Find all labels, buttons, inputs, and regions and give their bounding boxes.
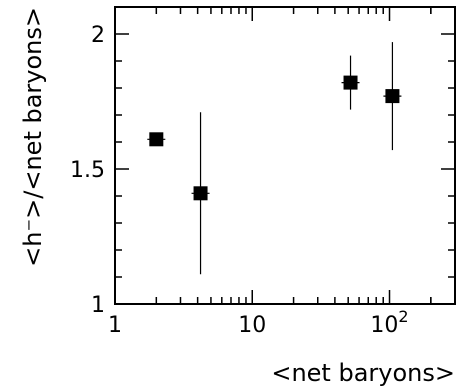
x-tick-label: 10: [238, 313, 266, 338]
x-tick-label: 1: [108, 313, 122, 338]
plot-frame: [114, 6, 456, 305]
y-tick-label: 1.5: [70, 158, 105, 183]
data-point: [193, 186, 208, 201]
x-axis-label: <net baryons>: [271, 359, 455, 387]
data-point: [385, 89, 400, 104]
data-point: [343, 75, 358, 90]
y-tick-label: 2: [91, 23, 105, 48]
y-axis-label: <h⁻>/<net baryons>: [19, 7, 47, 267]
x-tick-label: 102: [370, 307, 408, 338]
y-tick-label: 1: [91, 293, 105, 318]
data-point: [149, 132, 164, 147]
